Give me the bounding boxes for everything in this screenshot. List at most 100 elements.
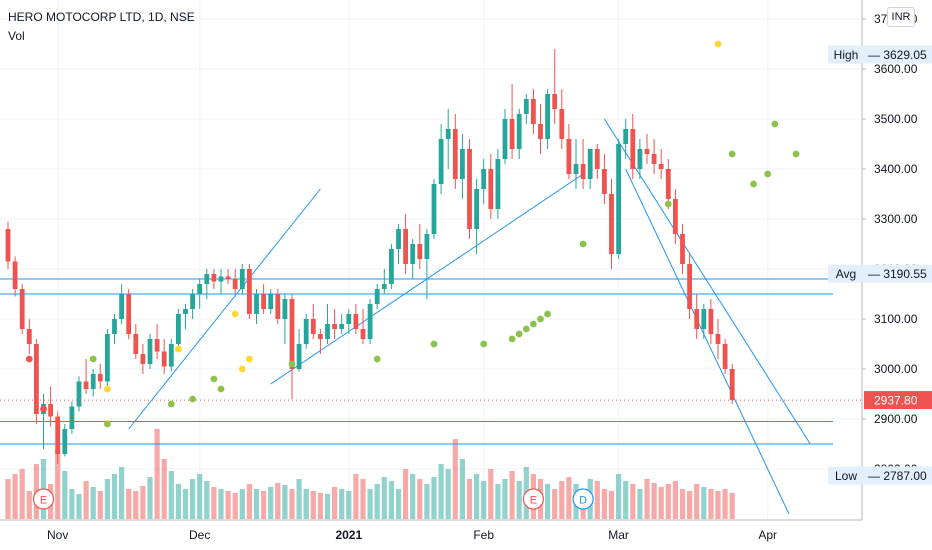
- signal-dot-yellow: [238, 365, 246, 373]
- signal-dot-green: [189, 395, 197, 403]
- x-axis-tick-label: Dec: [189, 528, 210, 542]
- candle-body: [105, 334, 110, 382]
- y-axis-tick-label: 3600.00: [874, 62, 918, 76]
- volume-bar: [452, 439, 458, 519]
- candle-body: [310, 319, 316, 334]
- volume-bar: [388, 481, 394, 519]
- signal-dot-green: [522, 325, 530, 333]
- signal-dot-yellow: [714, 40, 722, 48]
- signal-dot-green: [515, 330, 523, 338]
- signal-dot-yellow: [104, 385, 111, 393]
- last-price-label-background: [864, 391, 932, 410]
- stat-label-background: [828, 466, 932, 485]
- currency-badge[interactable]: INR: [887, 7, 915, 27]
- candle-body: [254, 294, 259, 314]
- candle-body: [140, 354, 146, 364]
- candle-body: [644, 149, 650, 154]
- candle-body: [5, 229, 11, 262]
- volume-bar: [19, 469, 25, 519]
- volume-bar: [701, 487, 707, 519]
- candle-body: [552, 94, 558, 109]
- volume-bar: [282, 485, 288, 519]
- signal-dot-green: [537, 315, 544, 323]
- volume-bar: [55, 449, 61, 519]
- volume-bar: [303, 489, 309, 519]
- volume-bar: [623, 481, 629, 519]
- volume-bar: [310, 491, 316, 519]
- volume-bar: [296, 479, 302, 519]
- candle-body: [665, 169, 671, 199]
- stat-label-value: — 2787.00: [868, 469, 927, 483]
- signal-dot-green: [579, 240, 587, 248]
- candle-body: [282, 299, 288, 319]
- candle-body: [325, 324, 330, 339]
- volume-bar: [332, 487, 338, 519]
- candle-body: [431, 184, 437, 234]
- candle-body: [367, 304, 373, 339]
- candle-body: [12, 261, 18, 289]
- candle-body: [445, 129, 451, 139]
- volume-bar: [630, 484, 636, 519]
- candle-body: [403, 229, 408, 264]
- candle-body: [559, 109, 565, 139]
- volume-bar: [339, 489, 345, 519]
- candle-body: [658, 164, 664, 169]
- candle-body: [76, 381, 82, 407]
- candle-body: [516, 114, 522, 149]
- volume-bar: [211, 487, 217, 519]
- volume-bar: [239, 489, 245, 519]
- signal-dot-yellow: [231, 310, 239, 318]
- candle-body: [715, 334, 721, 344]
- volume-bar: [601, 489, 607, 519]
- candle-body: [239, 269, 245, 289]
- volume-bar: [154, 429, 160, 519]
- volume-bar: [381, 477, 387, 519]
- volume-bar: [62, 471, 68, 519]
- candle-body: [396, 229, 401, 249]
- volume-bar: [119, 467, 125, 519]
- candle-body: [523, 99, 529, 114]
- volume-bar: [168, 471, 174, 519]
- volume-bar: [83, 481, 89, 519]
- candle-body: [495, 159, 501, 209]
- candle-body: [488, 169, 494, 209]
- volume-bar: [289, 489, 295, 519]
- signal-dot-red: [25, 355, 33, 363]
- signal-dot-green: [728, 150, 736, 158]
- signal-dot-green: [544, 310, 551, 318]
- candle-body: [438, 139, 444, 184]
- candle-body: [119, 294, 124, 319]
- candle-body: [701, 309, 707, 329]
- volume-bar: [474, 474, 480, 519]
- candle-body: [318, 334, 323, 339]
- volume-bar: [545, 484, 551, 519]
- stat-label-value: — 3629.05: [868, 48, 927, 62]
- volume-bar: [637, 489, 643, 519]
- volume-bar: [147, 477, 153, 519]
- volume-bar: [90, 487, 96, 519]
- candle-body: [232, 279, 238, 289]
- x-axis-tick-label: Nov: [47, 528, 68, 542]
- candle-body: [687, 264, 692, 309]
- candle-body: [261, 294, 266, 309]
- volume-bar: [516, 481, 522, 519]
- volume-bar: [459, 459, 465, 519]
- x-axis-tick-label: Mar: [608, 528, 629, 542]
- volume-bar: [438, 464, 444, 519]
- y-axis-tick-label: 3400.00: [874, 162, 918, 176]
- signal-dot-green: [764, 170, 772, 178]
- volume-bar: [559, 481, 565, 519]
- candle-body: [225, 276, 231, 279]
- candle-body: [26, 329, 32, 344]
- volume-bar: [225, 491, 231, 519]
- signal-dot-green: [104, 420, 111, 428]
- volume-bar: [12, 474, 18, 519]
- candle-body: [211, 274, 217, 282]
- volume-bar: [679, 489, 686, 519]
- candle-body: [389, 249, 394, 284]
- volume-bar: [261, 491, 267, 519]
- volume-bar: [111, 474, 118, 519]
- volume-bar: [197, 474, 203, 519]
- volume-bar: [410, 474, 416, 519]
